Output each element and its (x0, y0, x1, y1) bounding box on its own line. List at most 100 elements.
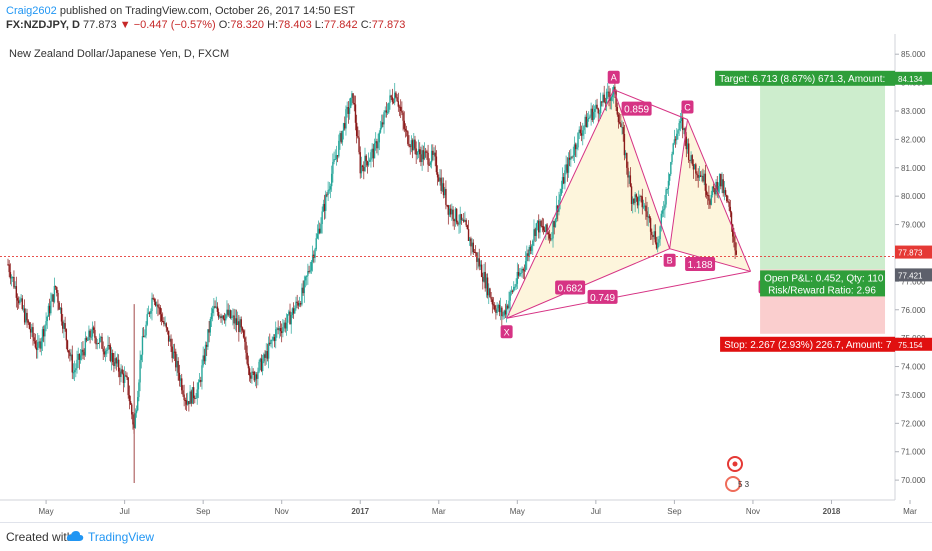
ratio-badge[interactable] (685, 257, 716, 272)
candle-body (245, 341, 247, 353)
candle-body (72, 372, 75, 374)
candle-body (113, 362, 115, 366)
candle-body (709, 200, 711, 205)
candle-body (347, 106, 350, 114)
candle-body (178, 372, 181, 381)
candle-body (409, 146, 411, 148)
candle-body (614, 86, 616, 91)
pattern-point-badge[interactable] (681, 100, 694, 114)
ratio-badge[interactable] (621, 101, 652, 116)
candle-body (340, 133, 342, 143)
candle-body (264, 354, 266, 358)
candle-body (358, 137, 360, 153)
candle-body (75, 368, 77, 371)
candle-body (476, 252, 478, 262)
candle-body (649, 218, 652, 232)
candle-body (677, 130, 679, 134)
pattern-point-badge[interactable] (500, 325, 513, 339)
candle-body (119, 371, 121, 377)
pattern-point-badge[interactable] (663, 253, 676, 267)
candle-body (633, 198, 635, 204)
candle-body (508, 300, 510, 309)
candle-body (451, 209, 453, 215)
candle-body (376, 141, 378, 149)
candle-body (317, 228, 320, 234)
price-chart[interactable]: New Zealand Dollar/Japanese Yen, D, FXCM… (0, 34, 932, 522)
candle-body (145, 324, 147, 336)
candle-body (390, 95, 392, 98)
candle-body (720, 173, 722, 187)
candle-body (191, 387, 194, 404)
candle-body (490, 297, 492, 300)
candle-body (107, 344, 109, 350)
high-value: 78.403 (278, 19, 312, 31)
candle-body (495, 309, 497, 313)
pattern-point-badge[interactable] (607, 70, 620, 84)
ratio-badge[interactable] (587, 289, 618, 304)
candle-body (266, 351, 269, 359)
candle-body (273, 337, 276, 341)
candle-body (25, 312, 27, 323)
event-marker-icon[interactable] (725, 476, 741, 492)
candle-body (492, 304, 495, 306)
candle-body (654, 231, 657, 243)
candle-body (672, 143, 674, 155)
candle-body (31, 327, 33, 333)
candle-body (197, 382, 200, 390)
y-tick-label: 76.000 (901, 306, 926, 315)
candle-body (339, 133, 341, 141)
candle-body (392, 101, 395, 103)
y-tick-label: 80.000 (901, 192, 926, 201)
candle-body (471, 242, 473, 247)
target-label: Target: 6.713 (8.67%) 671.3, Amount: (719, 74, 885, 85)
price-axis-tag (895, 245, 932, 259)
candle-body (172, 351, 175, 359)
candle-body (297, 302, 300, 306)
ratio-badge[interactable] (555, 280, 586, 295)
x-tick-label: Nov (746, 507, 760, 516)
stop-label-box[interactable] (720, 336, 895, 352)
candle-body (330, 173, 333, 187)
candle-body (538, 220, 540, 233)
candle-body (294, 308, 296, 314)
candle-body (365, 155, 367, 162)
candle-body (354, 104, 357, 123)
candle-body (126, 375, 128, 378)
candle-body (588, 117, 590, 120)
pattern-leg-cd (687, 119, 752, 272)
candle-body (221, 315, 223, 319)
candle-body (628, 175, 630, 178)
candle-body (504, 310, 507, 315)
candle-body (355, 122, 358, 137)
candle-body (35, 347, 38, 351)
candle-body (120, 369, 122, 377)
candle-body (505, 305, 508, 315)
candle-body (695, 164, 697, 174)
target-label-box[interactable] (715, 70, 895, 86)
candle-body (359, 152, 361, 174)
candle-body (480, 264, 483, 277)
candle-body (345, 109, 347, 129)
candle-body (207, 329, 209, 347)
candle-body (33, 337, 35, 342)
candle-body (79, 355, 82, 360)
candle-body (56, 287, 58, 293)
candle-body (366, 161, 369, 166)
candle-body (39, 341, 41, 349)
target-zone[interactable] (760, 78, 886, 270)
tradingview-brand[interactable]: TradingView (88, 530, 155, 544)
candle-body (309, 270, 311, 272)
candle-body (131, 404, 133, 415)
author-link[interactable]: Craig2602 (6, 5, 57, 17)
candle-body (639, 195, 641, 197)
pnl-box[interactable] (760, 270, 886, 297)
candle-body (378, 132, 380, 143)
x-tick-label: Nov (275, 507, 289, 516)
candle-body (34, 341, 37, 348)
candle-body (568, 157, 571, 160)
candle-body (523, 270, 526, 272)
candle-body (62, 321, 64, 329)
candle-body (63, 323, 65, 329)
candle-body (579, 129, 582, 134)
candle-body (580, 133, 583, 136)
